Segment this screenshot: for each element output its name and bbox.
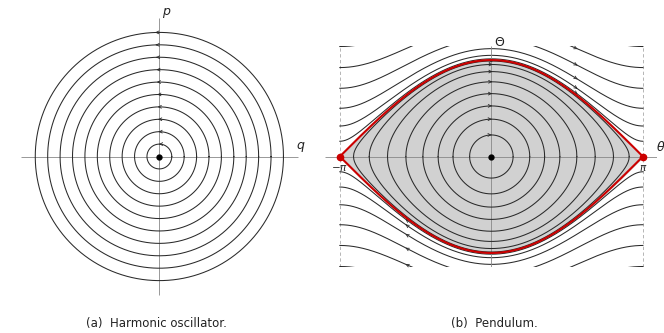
Text: $q$: $q$ — [296, 140, 305, 154]
Text: $p$: $p$ — [162, 6, 171, 20]
Text: $-\pi$: $-\pi$ — [331, 163, 349, 173]
Text: (a)  Harmonic oscillator.: (a) Harmonic oscillator. — [86, 317, 226, 330]
Text: $\Theta$: $\Theta$ — [494, 36, 505, 49]
Text: (b)  Pendulum.: (b) Pendulum. — [452, 317, 538, 330]
Text: $\theta$: $\theta$ — [657, 140, 664, 154]
Text: $\pi$: $\pi$ — [639, 163, 647, 173]
